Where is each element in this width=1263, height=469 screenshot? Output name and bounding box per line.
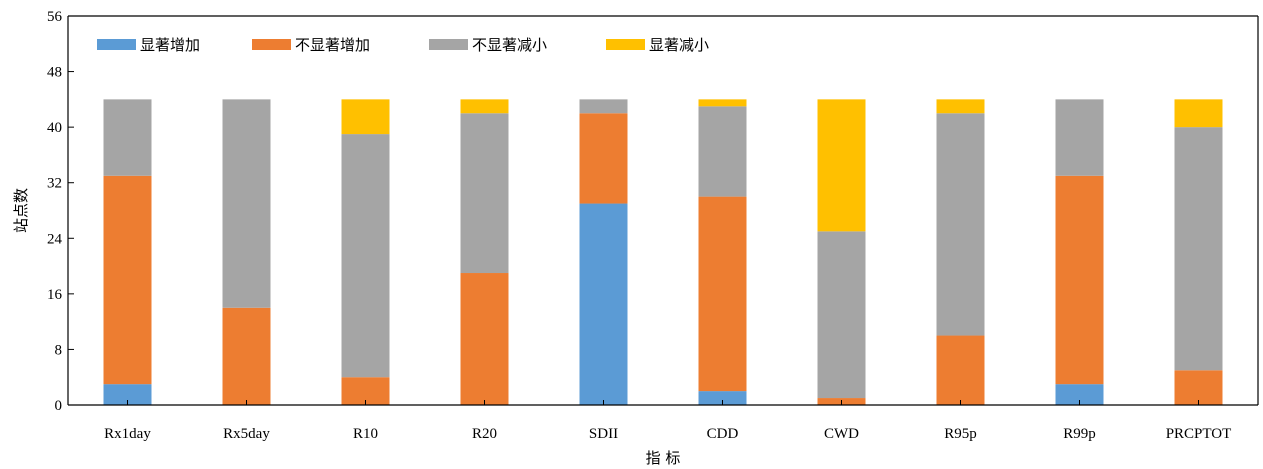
x-tick-label-R95p: R95p — [944, 426, 977, 442]
y-ticks: 0 8 16 24 32 40 48 56 — [47, 9, 74, 414]
bar-segment-PRCPTOT-2 — [1174, 127, 1223, 371]
legend-label-2: 不显著减小 — [472, 36, 547, 54]
bar-segment-R99p-1 — [1055, 175, 1104, 385]
bar-segment-SDII-1 — [579, 113, 628, 204]
bar-segment-Rx1day-0 — [103, 384, 152, 405]
x-axis-title: 指 标 — [646, 449, 681, 467]
x-tick-label-R99p: R99p — [1063, 426, 1096, 442]
x-tick-label-SDII: SDII — [589, 426, 618, 442]
x-tick-label-PRCPTOT: PRCPTOT — [1166, 426, 1232, 442]
legend-swatch-1 — [252, 39, 291, 50]
y-tick-label: 8 — [55, 342, 63, 358]
bar-segment-CDD-0 — [698, 391, 747, 405]
bar-segment-CDD-3 — [698, 99, 747, 107]
legend-swatch-3 — [606, 39, 645, 50]
x-ticks: Rx1day Rx5day R10 R20 SDII CDD CWD R95p R99p PRCP… — [104, 400, 1231, 442]
legend-label-1: 不显著增加 — [295, 36, 370, 54]
legend: 显著增加 不显著增加 不显著减小 显著减小 — [97, 36, 709, 54]
bar-segment-Rx5day-1 — [222, 307, 271, 405]
bar-segment-CDD-1 — [698, 196, 747, 392]
legend-swatch-0 — [97, 39, 136, 50]
bar-segment-Rx1day-1 — [103, 175, 152, 385]
x-tick-label-CWD: CWD — [824, 426, 859, 442]
bar-segment-Rx5day-2 — [222, 99, 271, 308]
legend-label-0: 显著增加 — [140, 36, 200, 54]
bar-segment-R99p-0 — [1055, 384, 1104, 405]
y-tick-label: 0 — [55, 398, 63, 414]
x-tick-label-R20: R20 — [472, 426, 497, 442]
bar-segment-R99p-2 — [1055, 99, 1104, 176]
bar-segment-PRCPTOT-3 — [1174, 99, 1223, 128]
x-tick-label-Rx5day: Rx5day — [223, 426, 270, 442]
legend-swatch-2 — [429, 39, 468, 50]
axes-layer — [67, 15, 1259, 406]
bars-layer — [103, 99, 1223, 405]
bar-segment-R20-3 — [460, 99, 509, 114]
bar-segment-R95p-3 — [936, 99, 985, 114]
y-tick-label: 16 — [47, 287, 63, 303]
y-tick-label: 24 — [47, 231, 63, 247]
bar-segment-PRCPTOT-1 — [1174, 370, 1223, 405]
bar-segment-CWD-2 — [817, 231, 866, 399]
bar-segment-CDD-2 — [698, 106, 747, 197]
bar-segment-R10-3 — [341, 99, 390, 135]
x-tick-label-R10: R10 — [353, 426, 378, 442]
y-tick-label: 48 — [47, 65, 62, 81]
bar-segment-R10-2 — [341, 134, 390, 378]
bar-segment-R20-1 — [460, 273, 509, 405]
bar-segment-R95p-1 — [936, 335, 985, 405]
bar-segment-SDII-2 — [579, 99, 628, 114]
y-tick-label: 56 — [47, 9, 63, 25]
bar-segment-CWD-3 — [817, 99, 866, 232]
y-tick-label: 40 — [47, 120, 62, 136]
y-axis-title: 站点数 — [12, 188, 30, 233]
bar-segment-R95p-2 — [936, 113, 985, 336]
bar-segment-R20-2 — [460, 113, 509, 274]
x-tick-label-Rx1day: Rx1day — [104, 426, 151, 442]
bar-segment-SDII-0 — [579, 203, 628, 405]
x-tick-label-CDD: CDD — [707, 426, 739, 442]
y-tick-label: 32 — [47, 176, 62, 192]
legend-label-3: 显著减小 — [649, 36, 709, 54]
bar-segment-Rx1day-2 — [103, 99, 152, 176]
